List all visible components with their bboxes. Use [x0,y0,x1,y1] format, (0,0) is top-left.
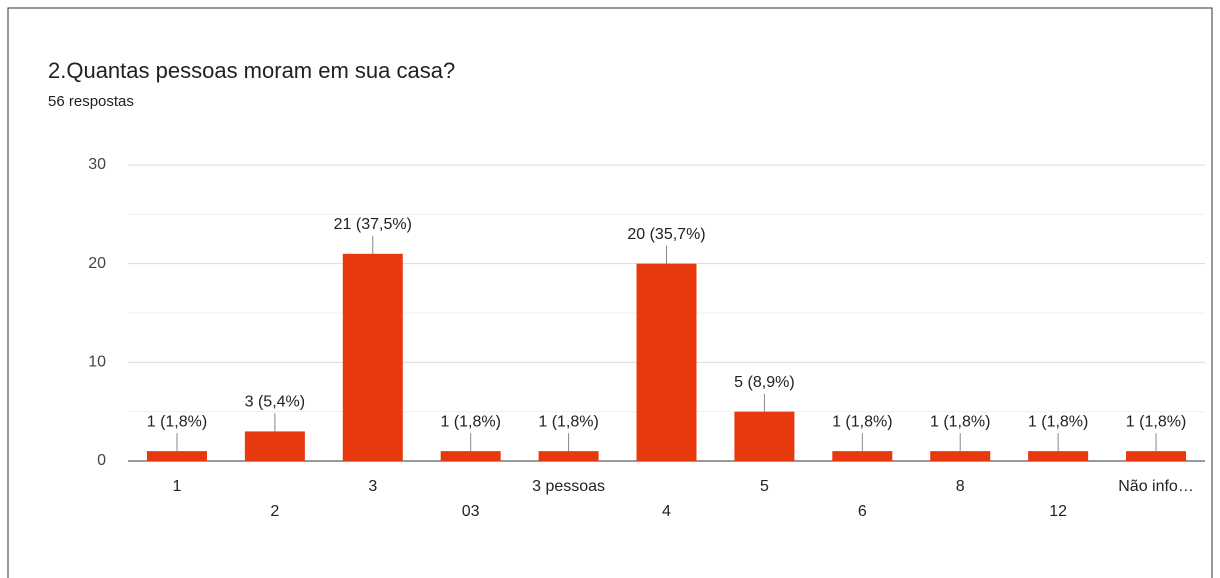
value-label: 1 (1,8%) [1126,413,1186,430]
bar [734,411,795,461]
bar [1126,451,1187,461]
y-tick-label: 0 [97,452,106,469]
bar [146,451,207,461]
x-tick-label: Não info… [1118,478,1194,495]
value-label: 3 (5,4%) [245,394,305,411]
value-label: 20 (35,7%) [627,226,705,243]
x-tick-label: 12 [1049,503,1067,520]
value-label: 1 (1,8%) [832,413,892,430]
y-tick-label: 30 [88,156,106,173]
x-tick-label: 2 [270,503,279,520]
y-tick-label: 20 [88,255,106,272]
y-tick-label: 10 [88,354,106,371]
bar [244,431,305,461]
x-tick-label: 1 [173,478,182,495]
x-tick-label: 8 [956,478,965,495]
value-label: 1 (1,8%) [1028,413,1088,430]
bar [832,451,893,461]
card-border [7,7,1213,578]
x-tick-label: 6 [858,503,867,520]
bar [342,253,403,461]
value-label: 5 (8,9%) [734,374,794,391]
bar [930,451,991,461]
x-tick-label: 3 pessoas [532,478,605,495]
x-tick-label: 03 [462,503,480,520]
value-label: 1 (1,8%) [440,413,500,430]
bar [440,451,501,461]
x-tick-label: 5 [760,478,769,495]
bar [538,451,599,461]
chart-subtitle: 56 respostas [48,93,134,110]
value-label: 1 (1,8%) [538,413,598,430]
value-label: 1 (1,8%) [147,413,207,430]
bar [1028,451,1089,461]
bar [636,263,697,461]
value-label: 21 (37,5%) [334,216,412,233]
chart-title: 2.Quantas pessoas moram em sua casa? [48,58,455,83]
x-tick-label: 3 [368,478,377,495]
x-tick-label: 4 [662,503,671,520]
value-label: 1 (1,8%) [930,413,990,430]
